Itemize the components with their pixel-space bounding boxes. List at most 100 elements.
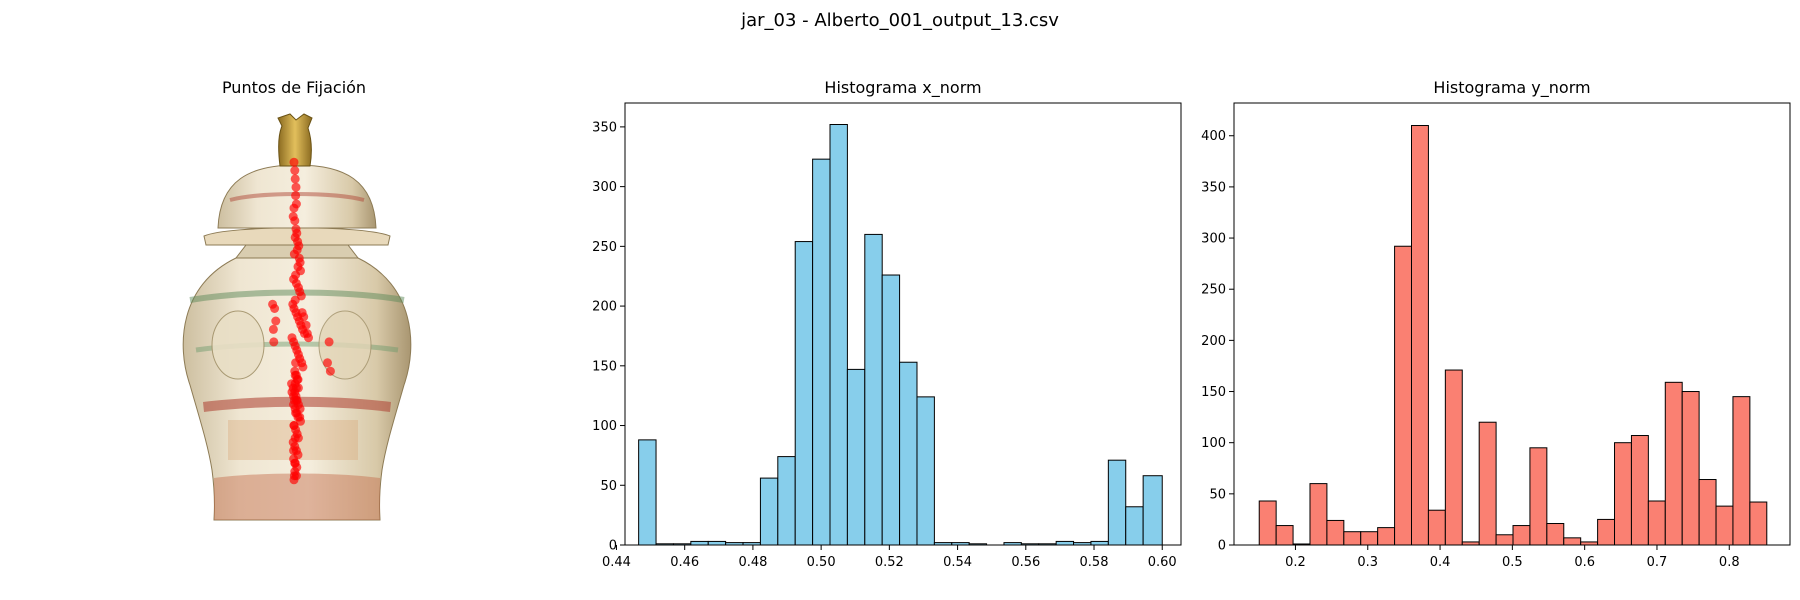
histogram-bar xyxy=(1275,525,1294,546)
histogram-x-bars xyxy=(638,124,1163,546)
fixation-point xyxy=(290,433,300,443)
fixation-point xyxy=(325,366,335,376)
x-tick-label: 0.56 xyxy=(1011,555,1040,570)
histogram-x-xticks: 0.44 0.46 0.48 0.50 0.52 0.54 0.56 0.58 0.60 xyxy=(602,545,1177,570)
histogram-bar xyxy=(1630,435,1649,546)
fixation-point xyxy=(298,362,308,372)
y-tick-label: 100 xyxy=(1201,436,1226,451)
histogram-bar xyxy=(1411,125,1429,546)
fixation-point xyxy=(323,358,332,368)
x-tick-label: 0.58 xyxy=(1080,555,1109,570)
y-tick-label: 150 xyxy=(1201,385,1226,400)
fixation-point xyxy=(290,370,300,380)
fixation-point xyxy=(289,395,299,405)
histogram-y-bars xyxy=(1258,125,1768,546)
fixation-point xyxy=(290,216,300,226)
histogram-bar xyxy=(1614,442,1632,546)
fixation-point xyxy=(268,324,278,334)
x-tick-label: 0.3 xyxy=(1357,555,1378,570)
histogram-bar xyxy=(1749,501,1768,546)
y-tick-label: 400 xyxy=(1201,129,1226,144)
y-tick-label: 350 xyxy=(592,120,617,135)
histogram-bar xyxy=(690,540,709,546)
fixation-point xyxy=(289,157,299,167)
histogram-bar xyxy=(1326,519,1345,546)
histogram-bar xyxy=(1546,523,1565,546)
y-tick-label: 50 xyxy=(600,479,617,494)
histogram-bar xyxy=(1090,540,1109,546)
y-tick-label: 200 xyxy=(592,300,617,315)
fixation-point xyxy=(289,471,299,481)
histogram-y-xticks: 0.2 0.3 0.4 0.5 0.6 0.7 0.8 xyxy=(1285,545,1740,570)
y-tick-label: 0 xyxy=(609,539,617,554)
x-tick-label: 0.54 xyxy=(943,555,972,570)
y-tick-label: 150 xyxy=(592,359,617,374)
fixation-point xyxy=(270,304,280,313)
histogram-bar xyxy=(916,396,935,546)
histogram-bar xyxy=(1698,479,1717,546)
histogram-x-axes xyxy=(624,102,1182,546)
histogram-bar xyxy=(1495,534,1514,546)
y-tick-label: 200 xyxy=(1201,334,1226,349)
fixation-panel-title: Puntos de Fijación xyxy=(222,78,366,97)
histogram-bar xyxy=(1681,391,1700,546)
fixation-point xyxy=(304,333,313,343)
x-tick-label: 0.44 xyxy=(602,555,631,570)
fixation-point xyxy=(291,408,301,418)
y-tick-label: 50 xyxy=(1209,487,1226,502)
fixation-point xyxy=(299,312,309,322)
histogram-y-yticks: 0 50 100 150 200 250 300 350 400 xyxy=(1201,129,1234,554)
histogram-bar xyxy=(1360,531,1379,546)
y-tick-label: 300 xyxy=(1201,232,1226,247)
histogram-bar xyxy=(864,233,883,546)
histogram-bar xyxy=(1529,447,1548,546)
histogram-bar xyxy=(777,456,796,546)
histogram-y-axes xyxy=(1233,102,1791,546)
histogram-bar xyxy=(1563,537,1582,546)
fixation-point xyxy=(291,358,301,368)
fixation-point xyxy=(290,458,300,468)
y-tick-label: 350 xyxy=(1201,180,1226,195)
histogram-bar xyxy=(1512,525,1531,546)
histogram-bar xyxy=(899,361,918,546)
histogram-bar xyxy=(794,241,814,546)
x-tick-label: 0.2 xyxy=(1285,555,1306,570)
x-tick-label: 0.46 xyxy=(670,555,699,570)
y-tick-label: 100 xyxy=(592,419,617,434)
y-tick-label: 0 xyxy=(1218,539,1226,554)
histogram-bar xyxy=(846,368,866,546)
fixation-point xyxy=(291,383,301,393)
x-tick-label: 0.6 xyxy=(1574,555,1595,570)
histogram-bar xyxy=(1377,527,1396,546)
histogram-bar xyxy=(1055,540,1075,546)
histogram-bar xyxy=(1444,369,1463,546)
fixation-point xyxy=(289,203,299,213)
x-tick-label: 0.50 xyxy=(807,555,836,570)
histogram-bar xyxy=(1125,506,1144,546)
histogram-bar xyxy=(1647,500,1666,546)
histogram-bar xyxy=(1732,396,1751,546)
x-tick-label: 0.8 xyxy=(1719,555,1740,570)
histogram-bar xyxy=(1715,505,1734,546)
histogram-bar xyxy=(1478,421,1497,546)
fixation-point xyxy=(290,174,300,184)
fixation-points xyxy=(268,157,335,485)
histogram-bar xyxy=(1394,245,1412,546)
fixation-point xyxy=(289,446,299,456)
histogram-bar xyxy=(1142,475,1163,546)
x-tick-label: 0.7 xyxy=(1647,555,1668,570)
y-tick-label: 250 xyxy=(1201,283,1226,298)
figure-title: jar_03 - Alberto_001_output_13.csv xyxy=(740,10,1059,31)
fixation-point xyxy=(271,316,281,326)
histogram-x-yticks: 0 50 100 150 200 250 300 350 xyxy=(592,120,625,554)
fixation-point xyxy=(289,421,299,430)
histogram-bar xyxy=(812,158,831,546)
x-tick-label: 0.5 xyxy=(1502,555,1523,570)
histogram-x-panel: Histograma x_norm 0.44 0.46 0.48 0.50 0.52 0.… xyxy=(592,78,1182,570)
histogram-bar xyxy=(1597,518,1616,546)
y-tick-label: 300 xyxy=(592,180,617,195)
histogram-bar xyxy=(881,274,901,546)
histogram-bar xyxy=(707,540,727,546)
histogram-bar xyxy=(1309,483,1328,546)
